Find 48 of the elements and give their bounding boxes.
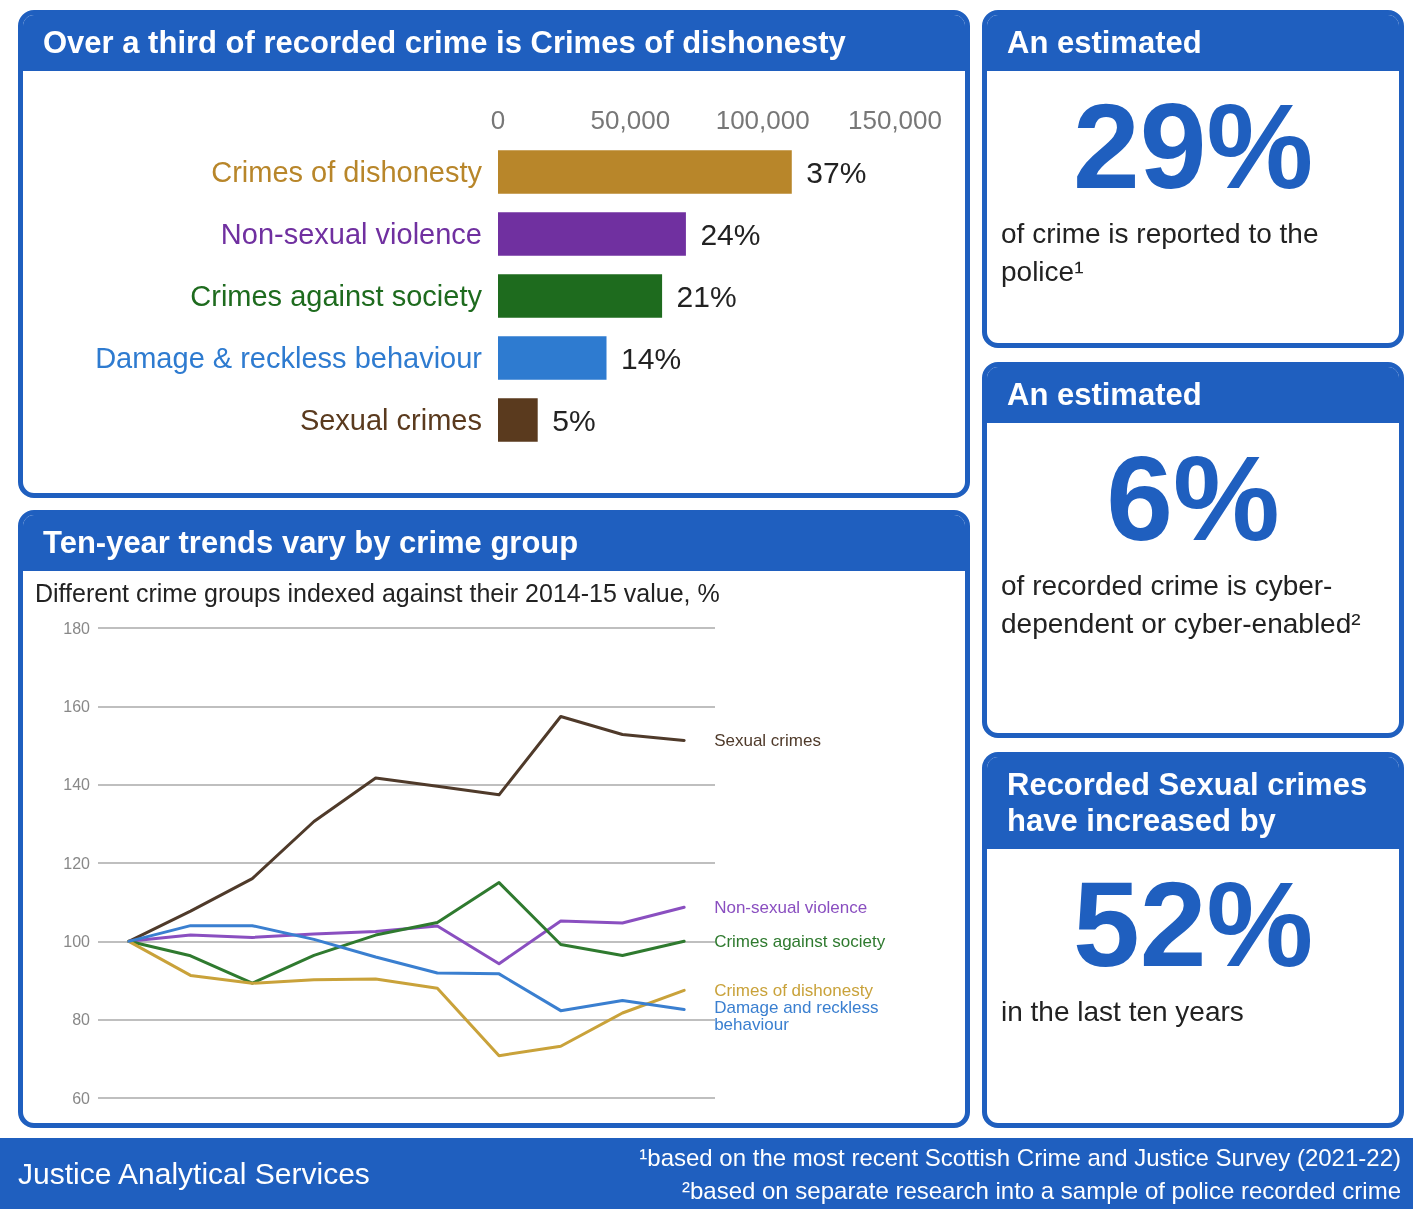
bar <box>498 336 607 380</box>
bar <box>498 212 686 256</box>
text: ²based on separate research into a sample of police recorded crime <box>680 1175 1401 1206</box>
annotation: 5% <box>552 403 596 437</box>
chart-title: Ten-year trends vary by crime group <box>23 515 965 571</box>
text: of crime is reported to the police¹ <box>1001 218 1319 287</box>
annotation: 21% <box>676 279 737 313</box>
line-series <box>127 715 686 943</box>
y-tick-label: Crimes against society <box>190 280 483 312</box>
series-label: Sexual crimes <box>714 730 821 750</box>
y-tick-label: 60 <box>72 1089 91 1107</box>
text: in the last ten years <box>1001 996 1244 1027</box>
text: 29% <box>1071 79 1315 213</box>
x-tick-label: 150,000 <box>848 105 942 135</box>
bar <box>498 398 538 442</box>
y-tick-label: 80 <box>72 1011 91 1029</box>
text: of recorded crime is cyber-dependent or cyber-enabled² <box>1001 570 1361 639</box>
text: 6% <box>1105 431 1281 565</box>
series-label: Non-sexual violence <box>714 897 868 917</box>
series-label: Crimes of dishonesty <box>714 980 874 1000</box>
y-tick-label: Crimes of dishonesty <box>211 156 483 188</box>
annotation: 14% <box>621 341 682 375</box>
chart-subtitle: Different crime groups indexed against their 2014-15 value, % <box>34 578 721 608</box>
y-tick-label: 140 <box>63 776 91 794</box>
x-tick-label: 0 <box>490 105 506 135</box>
y-tick-label: 160 <box>63 697 91 715</box>
bar <box>498 274 663 318</box>
text: Recorded Sexual crimes have increased by <box>987 757 1399 849</box>
x-tick-label: 100,000 <box>715 105 810 135</box>
y-tick-label: 180 <box>63 619 91 637</box>
y-tick-label: Sexual crimes <box>299 404 482 436</box>
line-series <box>127 939 686 1058</box>
x-tick-label: 50,000 <box>590 105 671 135</box>
y-tick-label: Non-sexual violence <box>220 218 482 250</box>
chart-title: Over a third of recorded crime is Crimes of dishonesty <box>23 15 965 71</box>
line-series <box>127 924 686 1013</box>
text: An estimated <box>987 367 1399 423</box>
y-tick-label: Damage & reckless behaviour <box>95 342 483 374</box>
y-tick-label: 100 <box>63 932 91 950</box>
text: Justice Analytical Services <box>18 1156 370 1191</box>
text: 52% <box>1071 857 1315 991</box>
text: An estimated <box>987 15 1399 71</box>
series-label: Crimes against society <box>714 931 886 951</box>
text: ¹based on the most recent Scottish Crime and Justice Survey (2021-22) <box>639 1142 1401 1173</box>
bar <box>498 150 792 194</box>
annotation: 37% <box>806 155 867 189</box>
annotation: 24% <box>700 217 761 251</box>
y-tick-label: 120 <box>63 854 91 872</box>
